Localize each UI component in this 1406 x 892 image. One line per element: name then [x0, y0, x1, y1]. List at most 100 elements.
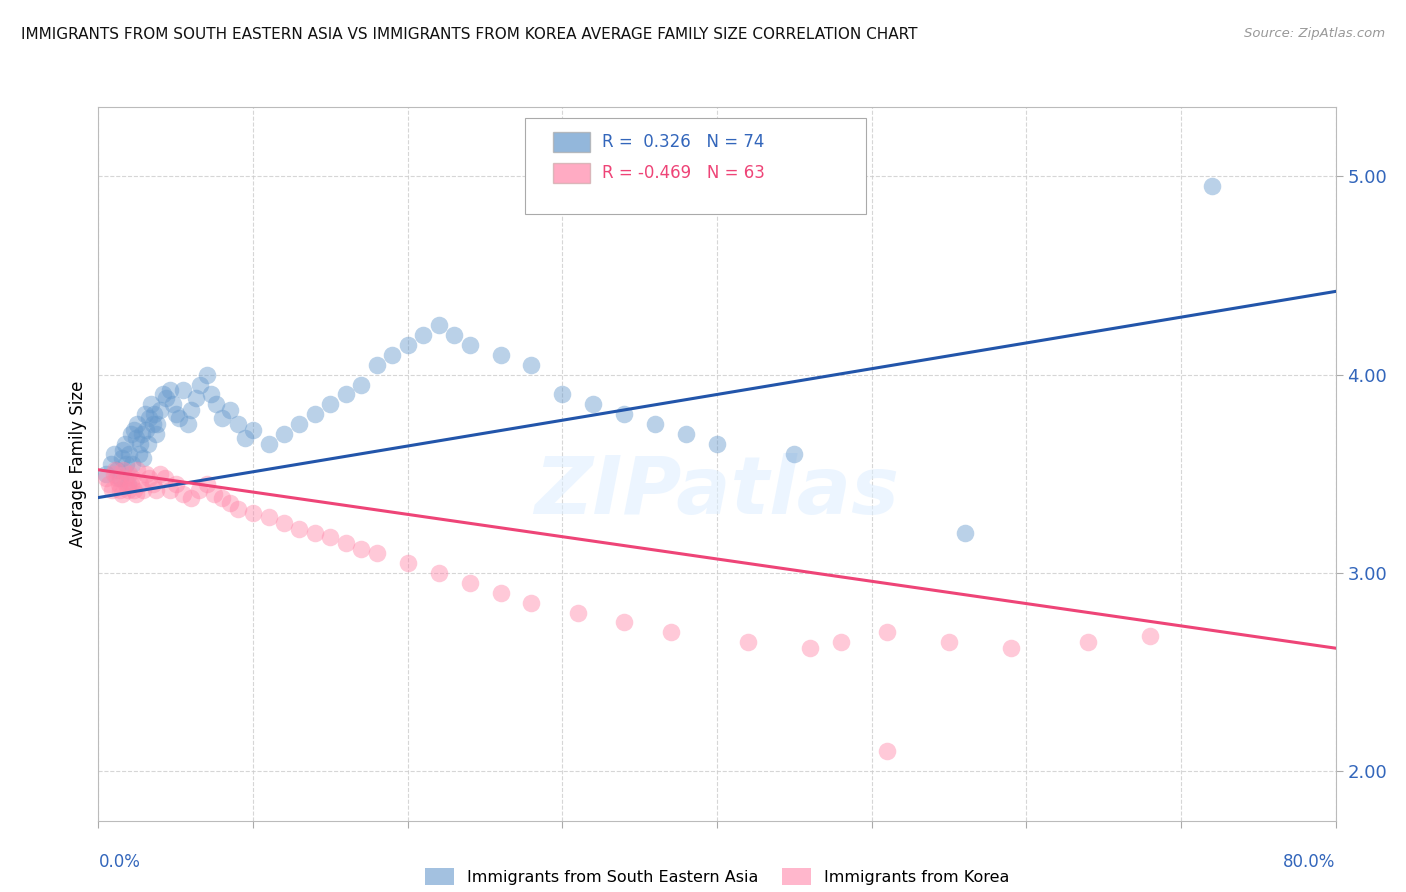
Text: IMMIGRANTS FROM SOUTH EASTERN ASIA VS IMMIGRANTS FROM KOREA AVERAGE FAMILY SIZE : IMMIGRANTS FROM SOUTH EASTERN ASIA VS IM… [21, 27, 918, 42]
Point [103, 467, 125, 481]
Point [124, 486, 146, 500]
Point [112, 442, 135, 457]
FancyBboxPatch shape [526, 118, 866, 214]
Point [211, 491, 233, 505]
Point [1077, 635, 1099, 649]
Point [953, 526, 976, 541]
Point [1000, 641, 1022, 656]
Point [304, 526, 326, 541]
Point [366, 546, 388, 560]
Point [938, 635, 960, 649]
Point [319, 397, 342, 411]
Text: Source: ZipAtlas.com: Source: ZipAtlas.com [1244, 27, 1385, 40]
Text: 80.0%: 80.0% [1284, 853, 1336, 871]
Point [136, 437, 159, 451]
Point [319, 530, 342, 544]
Point [489, 585, 512, 599]
Point [172, 384, 194, 398]
Point [159, 384, 181, 398]
Point [551, 387, 574, 401]
Point [427, 566, 450, 580]
Point [644, 417, 666, 432]
Point [108, 471, 131, 485]
Point [167, 411, 190, 425]
Point [117, 483, 139, 497]
Point [876, 625, 898, 640]
Point [111, 450, 132, 465]
Point [138, 471, 160, 485]
Point [233, 431, 257, 445]
Point [145, 427, 167, 442]
Point [242, 423, 264, 437]
Point [121, 457, 143, 471]
Point [127, 417, 149, 432]
Point [129, 437, 152, 451]
Point [443, 328, 465, 343]
Point [205, 397, 228, 411]
Point [783, 447, 806, 461]
Point [141, 417, 165, 432]
Point [127, 463, 149, 477]
Point [520, 596, 543, 610]
Point [134, 407, 156, 421]
Point [145, 483, 167, 497]
Point [582, 397, 605, 411]
Point [162, 397, 184, 411]
Point [257, 437, 280, 451]
Point [96, 471, 118, 485]
Point [122, 423, 145, 437]
Point [108, 483, 131, 497]
Y-axis label: Average Family Size: Average Family Size [69, 381, 87, 547]
Point [381, 348, 404, 362]
Point [876, 744, 898, 758]
Point [675, 427, 697, 442]
Point [412, 328, 434, 343]
Point [188, 483, 211, 497]
Point [366, 358, 388, 372]
Point [135, 467, 157, 481]
Point [100, 457, 122, 471]
Point [180, 403, 202, 417]
Point [737, 635, 759, 649]
Text: ZIPatlas: ZIPatlas [534, 453, 900, 532]
Point [273, 427, 295, 442]
Legend: Immigrants from South Eastern Asia, Immigrants from Korea: Immigrants from South Eastern Asia, Immi… [419, 862, 1015, 891]
Point [706, 437, 728, 451]
Point [105, 471, 128, 485]
Point [124, 431, 146, 445]
Point [226, 417, 249, 432]
Point [146, 417, 169, 432]
Point [273, 516, 295, 531]
Point [96, 467, 118, 481]
Point [114, 471, 136, 485]
Point [121, 471, 143, 485]
Point [219, 403, 242, 417]
Point [138, 411, 160, 425]
Text: R = -0.469   N = 63: R = -0.469 N = 63 [602, 164, 765, 182]
Point [165, 476, 187, 491]
Point [350, 377, 373, 392]
Point [304, 407, 326, 421]
Point [131, 427, 153, 442]
Point [335, 536, 357, 550]
Point [105, 463, 128, 477]
Point [172, 486, 194, 500]
Point [288, 522, 311, 536]
Point [155, 392, 177, 406]
Point [103, 447, 125, 461]
Point [129, 476, 152, 491]
FancyBboxPatch shape [553, 132, 589, 152]
Point [111, 486, 132, 500]
Point [152, 387, 174, 401]
Point [613, 615, 636, 630]
Point [135, 423, 157, 437]
Point [830, 635, 852, 649]
Point [128, 447, 150, 461]
Point [396, 556, 419, 570]
Point [115, 457, 138, 471]
Point [149, 403, 172, 417]
Point [204, 486, 226, 500]
Point [195, 476, 218, 491]
Point [120, 476, 142, 491]
Point [427, 318, 450, 332]
